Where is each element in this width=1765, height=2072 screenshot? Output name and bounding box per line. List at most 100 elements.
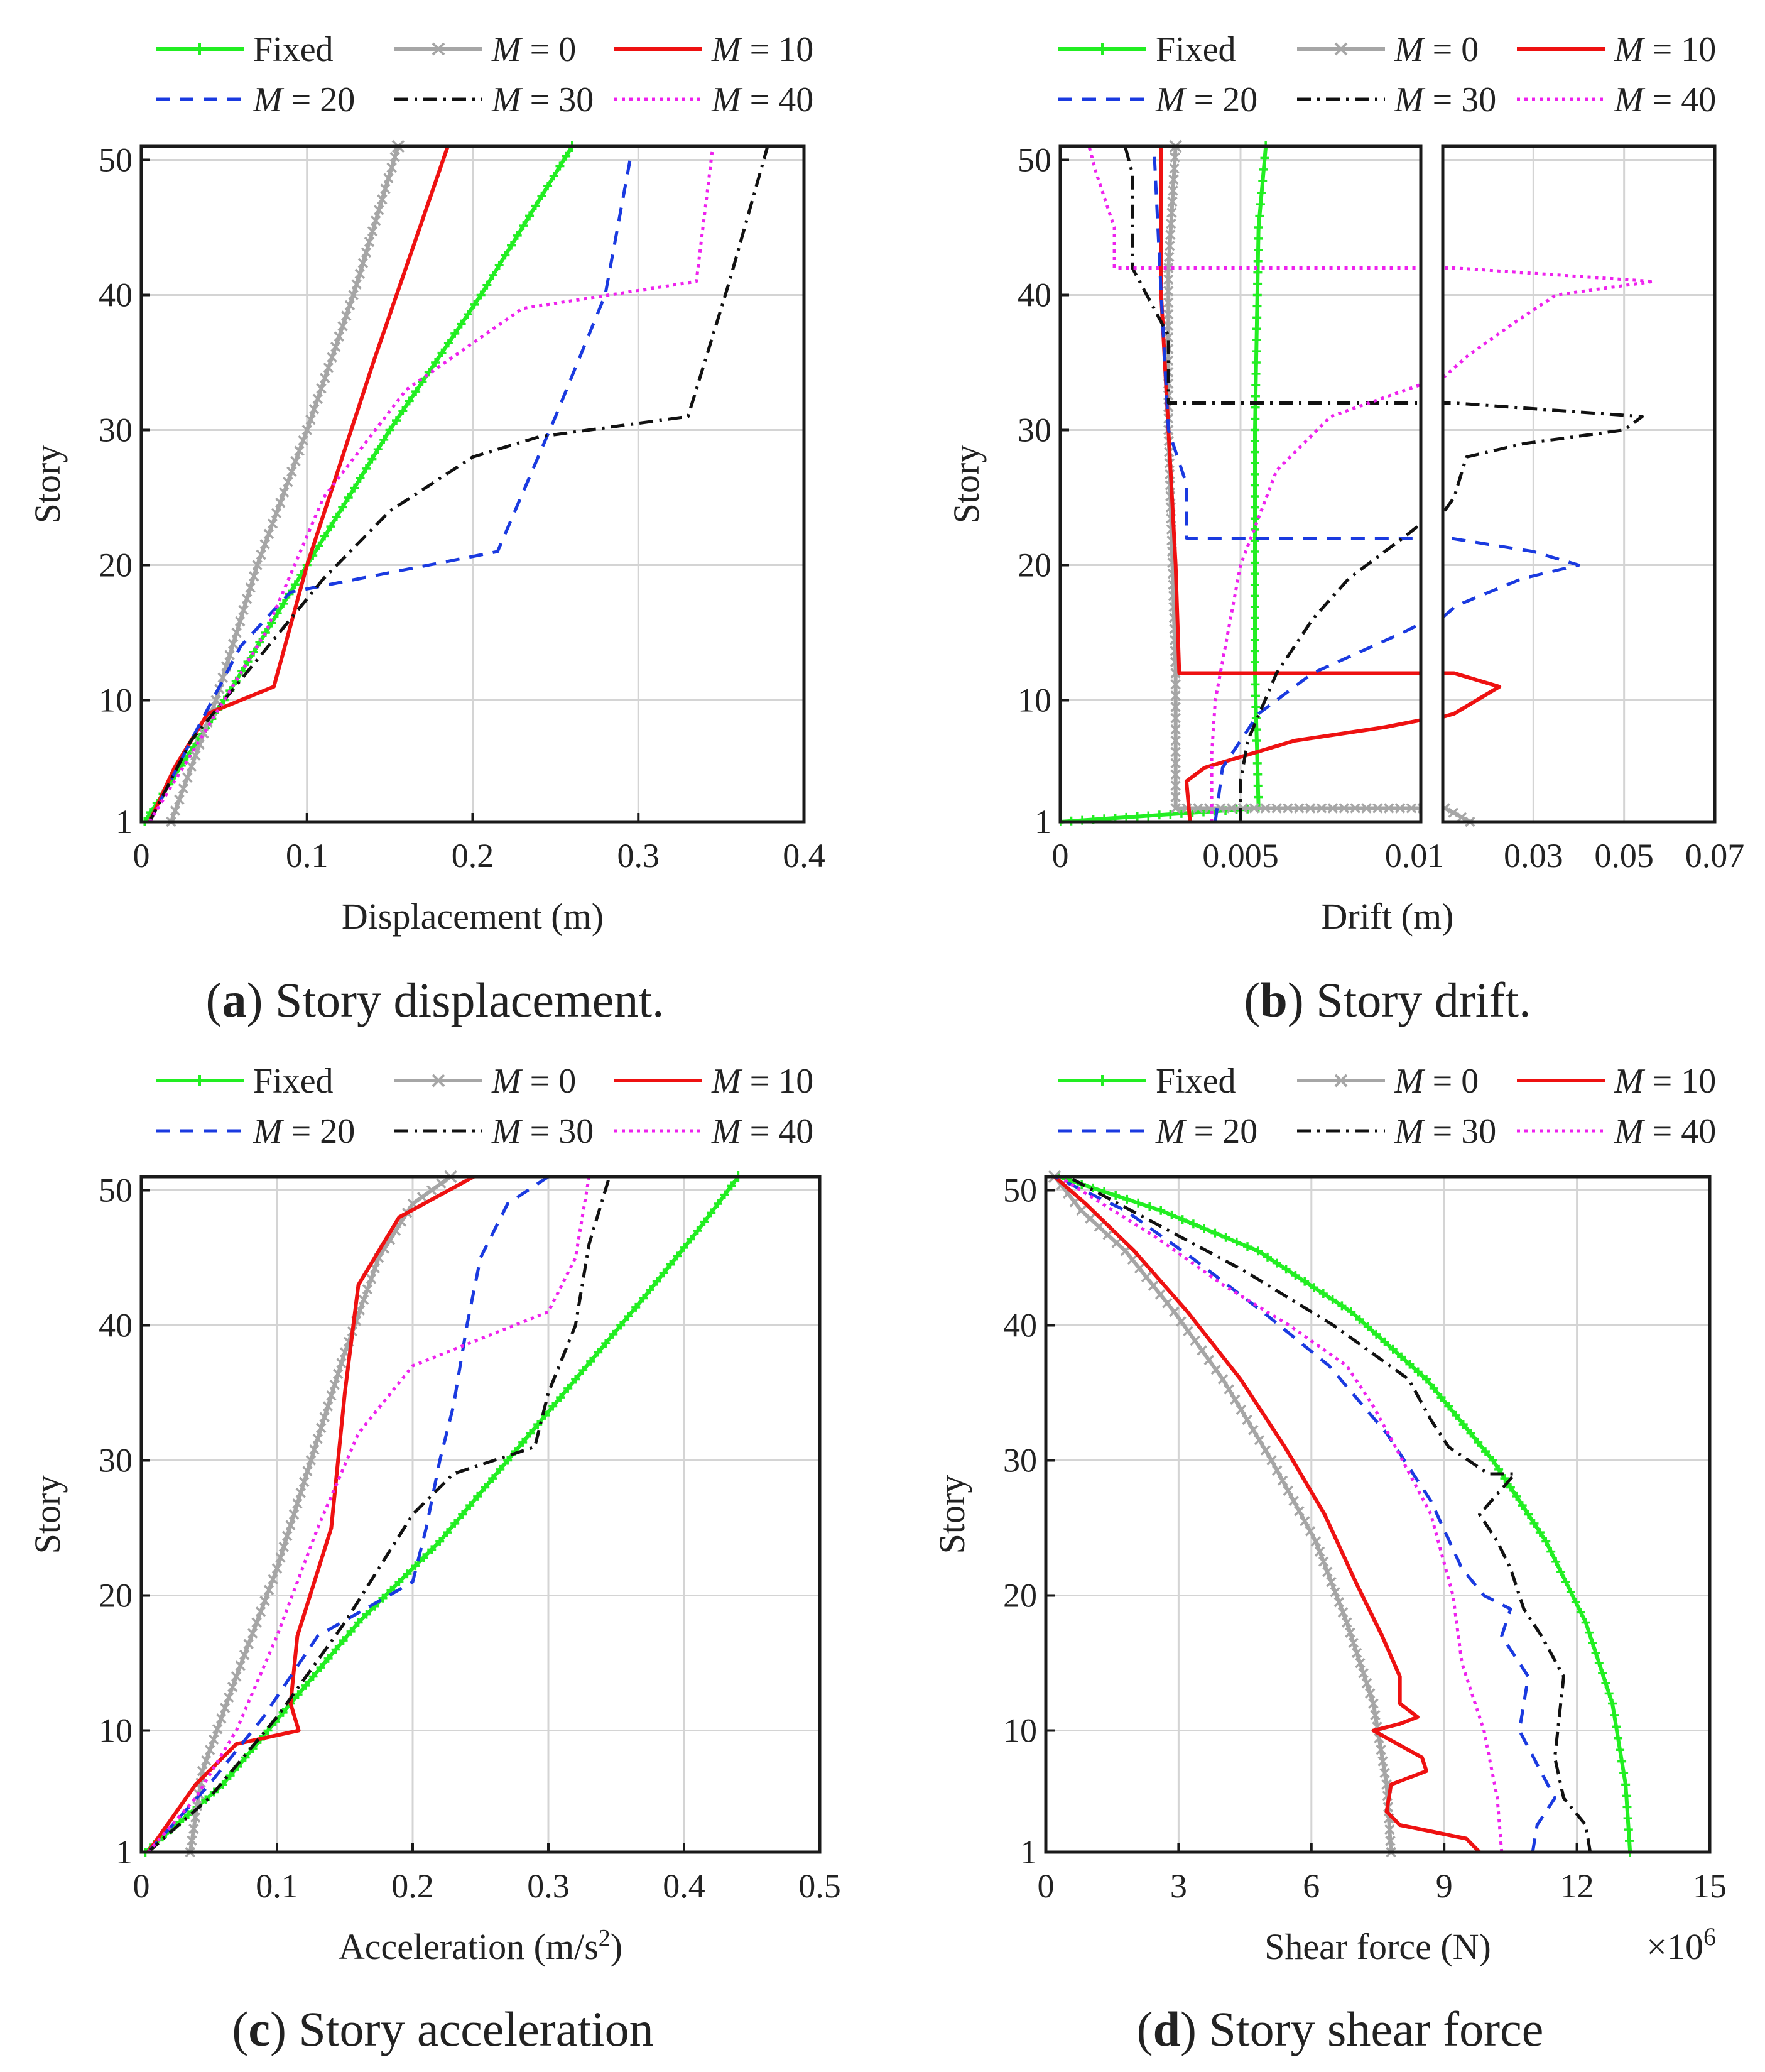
caption-open: ( xyxy=(1137,2002,1153,2056)
legend-label: Fixed xyxy=(1156,30,1236,69)
legend-marker xyxy=(194,43,205,55)
legend-item-M0: M = 0 xyxy=(394,1062,576,1101)
legend-name: M xyxy=(1614,1112,1646,1151)
x-tick-label: 0.1 xyxy=(256,1867,298,1905)
y-tick-label: 50 xyxy=(1018,141,1051,179)
series-M40-line xyxy=(1443,266,1656,379)
x-axis-label: Displacement (m) xyxy=(342,896,604,937)
x-tick-label: 3 xyxy=(1170,1867,1187,1905)
y-tick-label: 20 xyxy=(1003,1577,1037,1615)
legend-item-M40: M = 40 xyxy=(1517,80,1716,119)
y-tick-label: 1 xyxy=(1020,1833,1037,1871)
legend-name: M xyxy=(1614,1062,1646,1101)
series-Fixed-markers xyxy=(141,1171,744,1857)
x-multiplier-exp: 6 xyxy=(1703,1922,1716,1951)
legend-label: M = 40 xyxy=(711,80,813,119)
x-tick-label: 0.2 xyxy=(452,837,494,875)
y-axis-label: Story xyxy=(27,445,68,524)
legend-item-M10: M = 10 xyxy=(1517,30,1716,69)
series-M30-line xyxy=(148,146,769,823)
axes-frame xyxy=(139,144,806,824)
legend-value: = 20 xyxy=(283,80,356,119)
caption-close: ) xyxy=(1180,2002,1197,2056)
x-tick-label: 0.4 xyxy=(783,837,825,875)
x-tick-label: 0.05 xyxy=(1594,837,1654,875)
caption-open: ( xyxy=(205,973,222,1027)
series-M0-markers xyxy=(1048,1170,1396,1858)
legend-label: M = 30 xyxy=(491,80,594,119)
legend-label: M = 10 xyxy=(1614,30,1716,69)
series-M30-line xyxy=(1067,1175,1592,1853)
x-axis-label-main: Shear force (N) xyxy=(1264,1926,1491,1967)
legend-name: M xyxy=(1394,1062,1426,1101)
x-tick-label: 12 xyxy=(1560,1867,1594,1905)
legend-label: M = 20 xyxy=(1155,1112,1257,1151)
series-M30-line xyxy=(1443,401,1644,516)
legend-marker xyxy=(1334,1074,1348,1088)
legend-item-M20: M = 20 xyxy=(156,1112,355,1151)
y-tick-label: 10 xyxy=(1003,1712,1037,1750)
caption-letter: b xyxy=(1260,973,1287,1027)
series-M10-line xyxy=(1053,1175,1481,1854)
legend-name: M xyxy=(253,80,285,119)
y-tick-label: 40 xyxy=(1003,1307,1037,1344)
legend-label: Fixed xyxy=(253,1062,334,1101)
axes-frame-left xyxy=(1058,144,1423,824)
legend-name: M xyxy=(491,1112,523,1151)
series-M20-line xyxy=(1054,1175,1556,1853)
series-M40-line xyxy=(1087,146,1421,822)
series-M10-line xyxy=(1443,671,1502,719)
y-tick-label: 40 xyxy=(1018,276,1051,314)
x-tick-label: 0.005 xyxy=(1202,837,1279,875)
series-M0-markers xyxy=(1443,803,1475,827)
legend-name: M xyxy=(1155,1112,1187,1151)
y-tick-label: 30 xyxy=(99,412,133,449)
x-axis-label-main: Acceleration (m/s xyxy=(339,1926,599,1967)
legend-label: M = 40 xyxy=(1614,80,1716,119)
series-Fixed-markers xyxy=(1060,141,1272,826)
legend-name: M xyxy=(1614,30,1646,69)
legend-name: M xyxy=(711,30,743,69)
series-M30-line xyxy=(1123,146,1421,822)
y-axis-label: Story xyxy=(946,445,987,524)
legend-value: = 20 xyxy=(283,1112,356,1151)
caption-close: ) xyxy=(270,2002,286,2056)
panel-caption: (c) Story acceleration xyxy=(232,2002,653,2056)
x-tick-label: 0 xyxy=(133,837,150,875)
x-axis-label: Acceleration (m/s2) xyxy=(339,1925,622,1967)
legend-item-M0: M = 0 xyxy=(394,30,576,69)
x-tick-label: 0 xyxy=(133,1867,150,1905)
y-tick-label: 50 xyxy=(99,141,133,179)
y-tick-label: 10 xyxy=(1018,682,1051,719)
series-M0-line xyxy=(1443,806,1471,824)
y-tick-label: 20 xyxy=(1018,547,1051,584)
legend-name: M xyxy=(1155,80,1187,119)
caption-letter: c xyxy=(248,2002,270,2056)
legend-label: M = 20 xyxy=(253,80,355,119)
series-M0-line xyxy=(1166,146,1421,810)
legend-item-M40: M = 40 xyxy=(614,80,813,119)
legend-label: M = 0 xyxy=(491,1062,576,1101)
legend-value: = 30 xyxy=(521,1112,594,1151)
legend-name: M xyxy=(491,80,523,119)
x-tick-label: 0.1 xyxy=(286,837,329,875)
legend-value: = 10 xyxy=(1644,1062,1717,1101)
series-M40-line xyxy=(1058,1175,1504,1853)
legend-value: = 0 xyxy=(521,1062,577,1101)
legend-label: M = 30 xyxy=(1394,1112,1496,1151)
series-M20-line xyxy=(148,160,632,823)
caption-letter: a xyxy=(222,973,246,1027)
y-tick-label: 10 xyxy=(99,1712,133,1750)
x-tick-label: 9 xyxy=(1436,1867,1453,1905)
caption-close: ) xyxy=(1288,973,1304,1027)
x-axis-label: Drift (m) xyxy=(1322,896,1454,937)
plot-area-left xyxy=(1060,139,1421,826)
legend-name: M xyxy=(711,1112,743,1151)
axes-frame-right xyxy=(1441,144,1717,824)
x-tick-label: 0 xyxy=(1052,837,1069,875)
x-tick-label: 0.4 xyxy=(663,1867,705,1905)
